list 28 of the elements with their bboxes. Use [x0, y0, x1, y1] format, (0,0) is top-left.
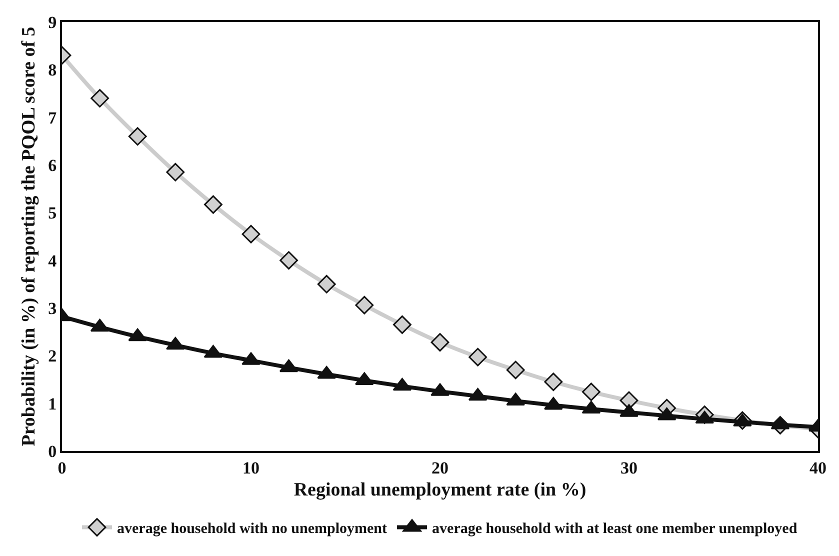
point: [468, 348, 487, 366]
y-tick-label: 1: [48, 394, 57, 414]
point: [166, 162, 185, 182]
point: [204, 195, 222, 214]
y-tick-label: 7: [48, 108, 58, 128]
point: [355, 296, 374, 314]
y-axis-title: Probability (in %) of reporting the PQOL score of 5: [18, 26, 40, 446]
x-tick-label: 20: [432, 458, 448, 478]
point: [393, 315, 412, 334]
y-tick-label: 8: [48, 60, 57, 80]
y-tick-label: 0: [48, 442, 57, 461]
y-tick-label: 6: [48, 156, 57, 175]
x-tick-label: 40: [810, 458, 826, 478]
legend-label: average household with no unemployment: [117, 521, 388, 538]
point: [280, 251, 298, 270]
point: [317, 274, 336, 294]
y-tick-label: 9: [48, 12, 57, 32]
y-tick-label: 4: [48, 251, 58, 270]
x-tick-label: 10: [242, 458, 260, 478]
point: [90, 89, 109, 108]
y-tick-label: 5: [48, 204, 57, 223]
x-axis-title: Regional unemployment rate (in %): [294, 480, 586, 501]
legend-label: average household with at least one member unemployed: [432, 521, 798, 538]
y-tick-label: 3: [48, 298, 57, 318]
y-tick-label: 2: [48, 346, 57, 366]
point: [242, 224, 260, 244]
point: [128, 127, 147, 146]
x-tick-label: 30: [620, 458, 638, 478]
